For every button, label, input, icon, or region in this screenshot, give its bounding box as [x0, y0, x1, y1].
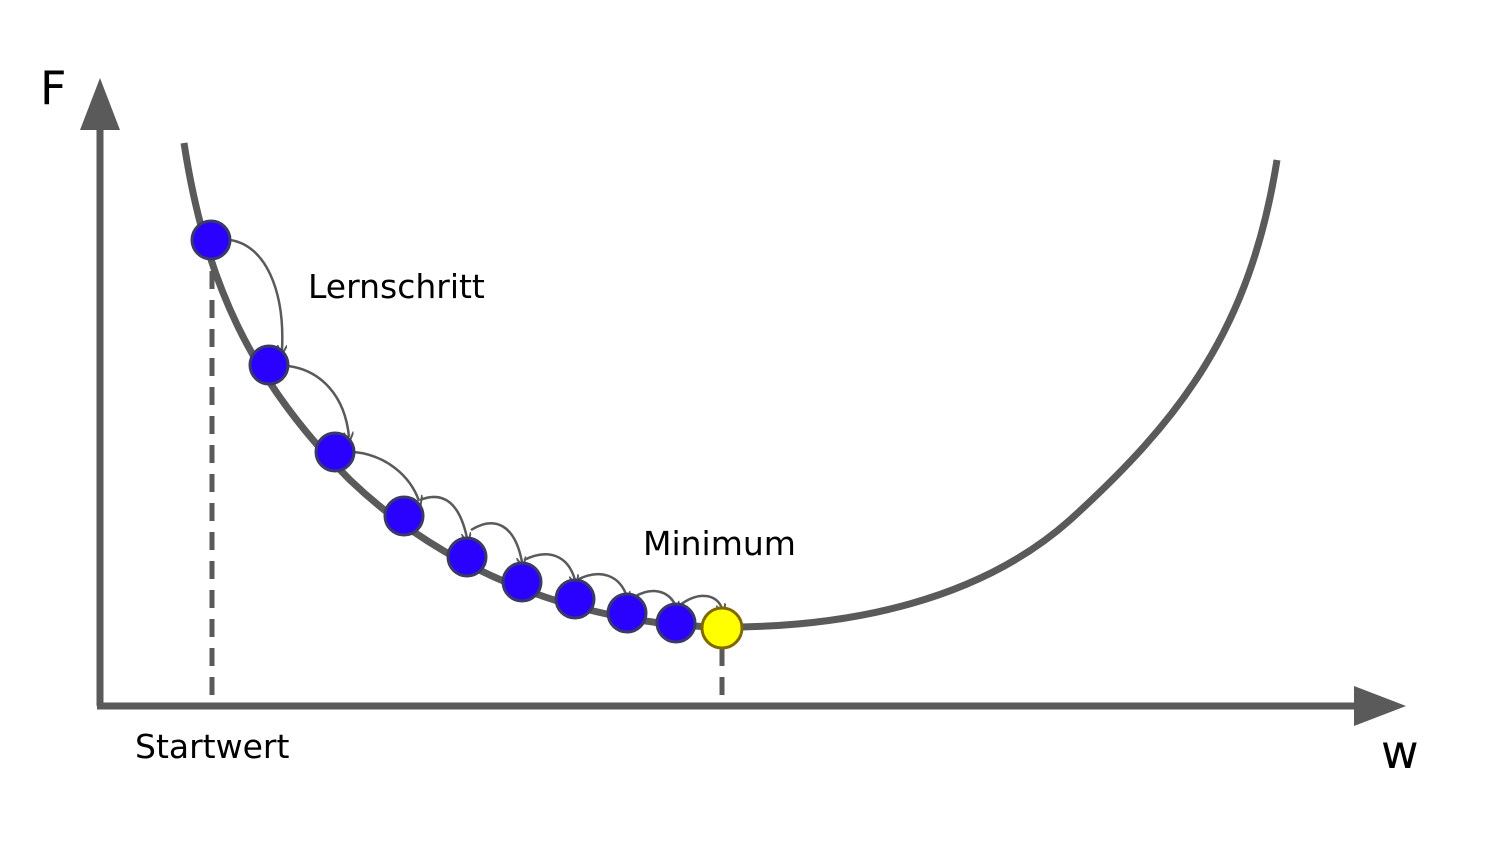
minimum-point [700, 606, 744, 650]
step-arc [287, 364, 349, 437]
step-arc [523, 553, 575, 580]
x-axis-label: w [1381, 725, 1419, 779]
minimum-label: Minimum [643, 524, 796, 563]
step-arc [679, 594, 722, 609]
step-point [655, 602, 697, 644]
axes [80, 78, 1406, 726]
step-arc [419, 495, 467, 538]
step-point [383, 495, 425, 537]
step-arc [470, 522, 522, 562]
step-points [190, 219, 697, 644]
step-point [248, 344, 290, 386]
step-point [501, 561, 543, 603]
y-axis-label: F [40, 61, 66, 115]
step-arc [353, 450, 419, 501]
x-axis-arrow-icon [1354, 686, 1406, 726]
step-point [314, 431, 356, 473]
step-arc [229, 238, 282, 350]
step-point [446, 536, 488, 578]
step-label: Lernschritt [308, 267, 485, 306]
start-point [190, 219, 232, 261]
step-point [554, 578, 596, 620]
step-point [606, 592, 648, 634]
y-axis-arrow-icon [80, 78, 120, 130]
start-value-label: Startwert [135, 727, 289, 766]
step-arc [576, 572, 627, 597]
